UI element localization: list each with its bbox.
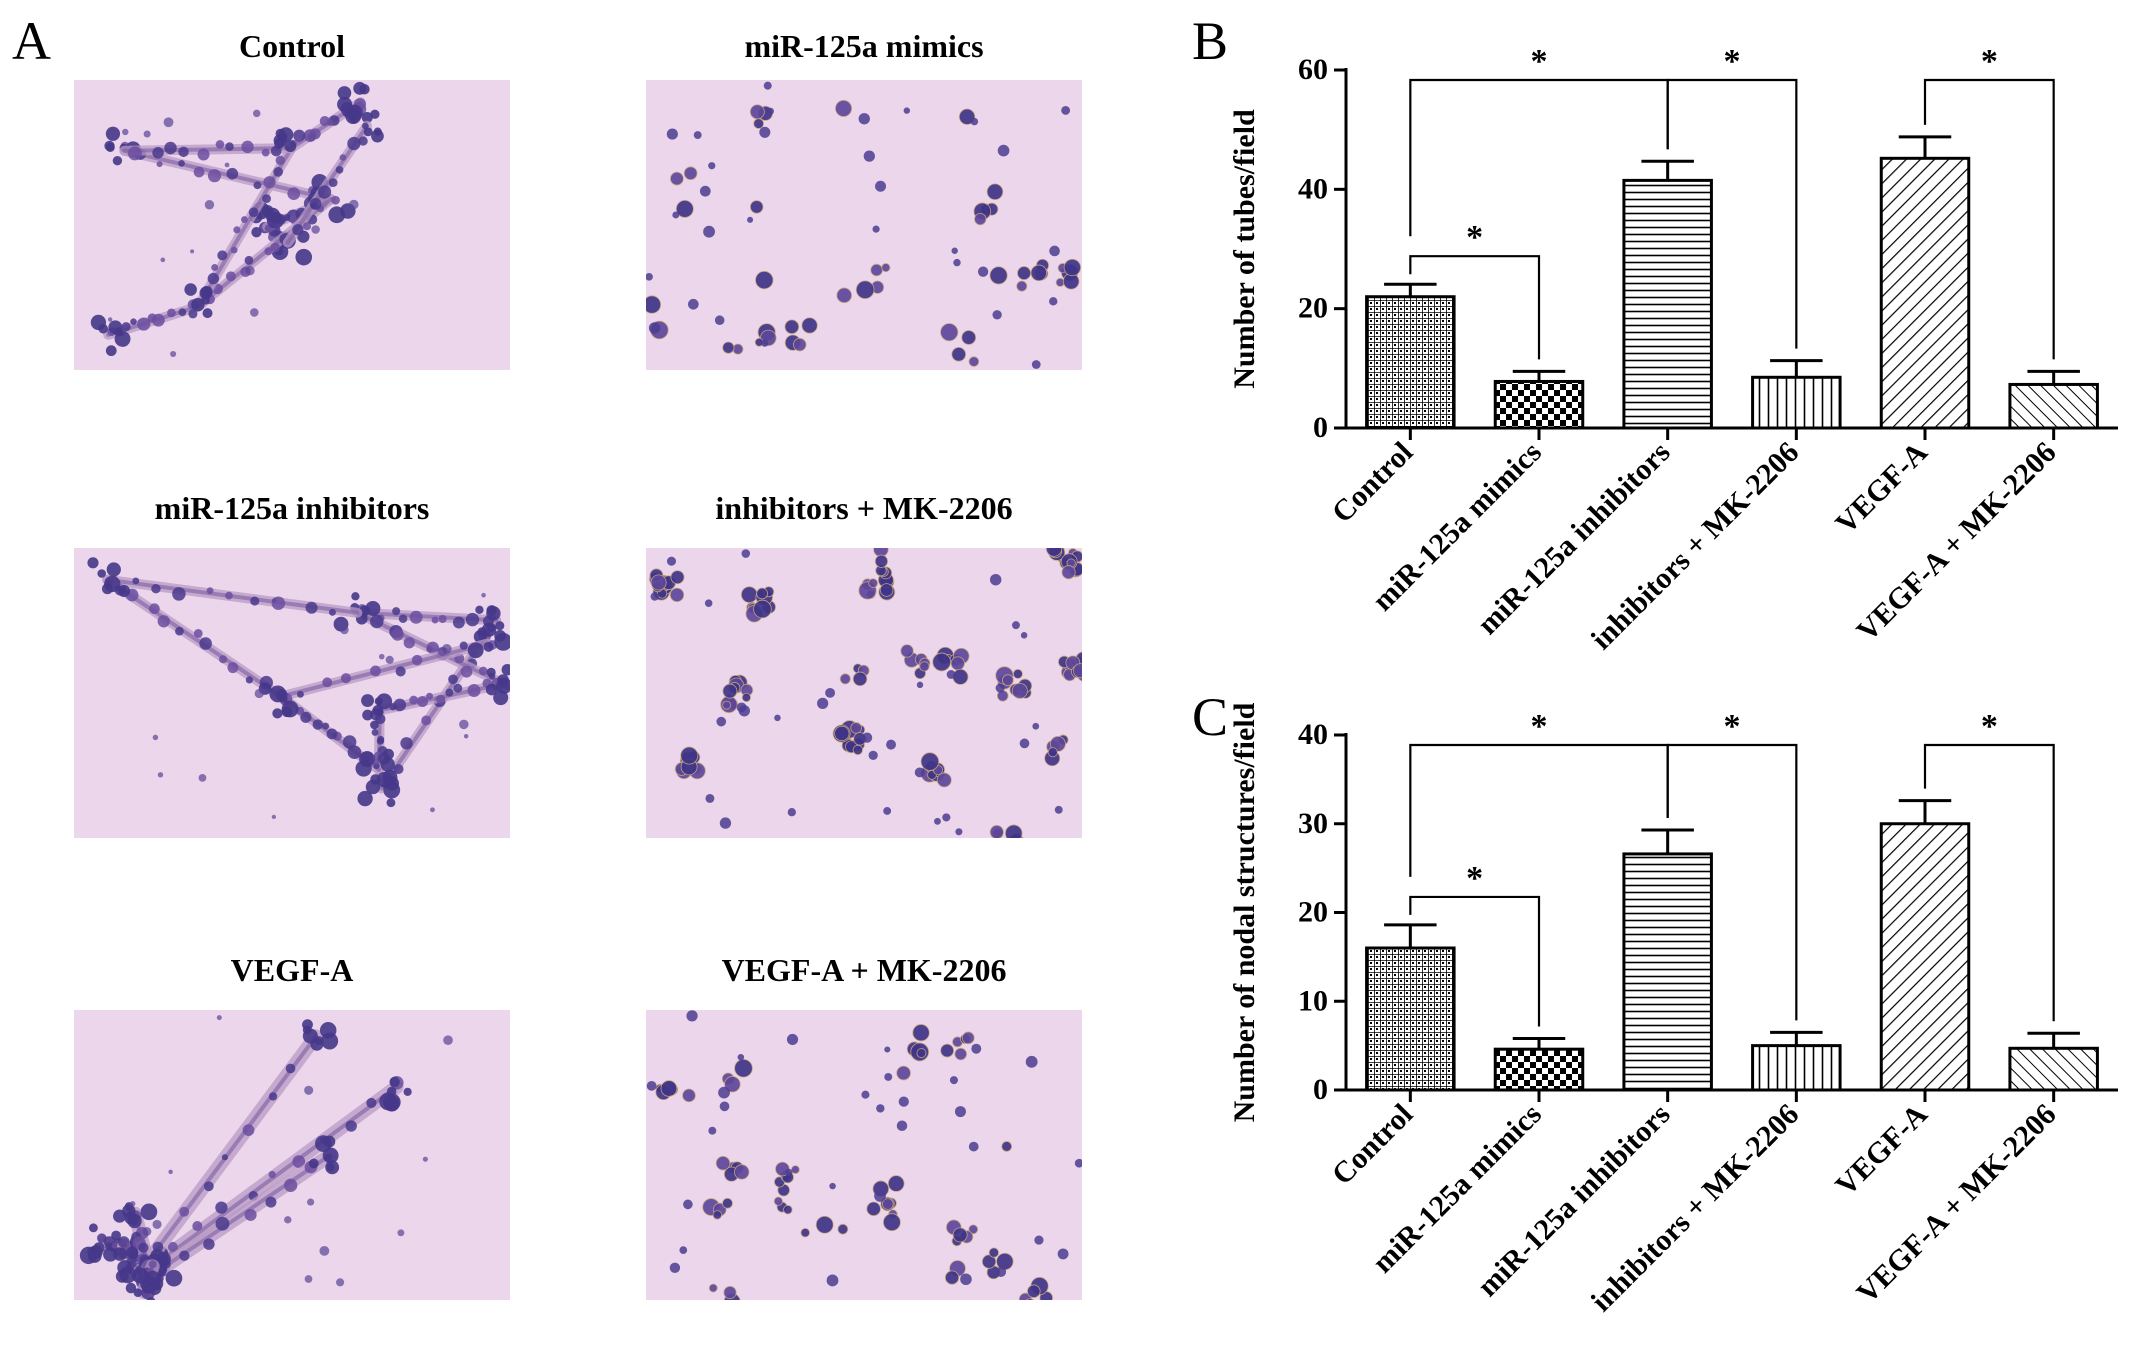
panel-c-letter: C (1192, 687, 1229, 747)
bar (1751, 1044, 1842, 1092)
significance-bracket (1409, 255, 1541, 360)
micrograph-title: miR-125a mimics (744, 28, 984, 64)
y-tick-label: 20 (1298, 292, 1328, 325)
panel-a-letter: A (12, 11, 51, 71)
panel-b-letter: B (1192, 11, 1229, 71)
y-tick-label: 0 (1313, 411, 1328, 444)
micrograph-title: miR-125a inhibitors (154, 490, 430, 526)
micrograph-image (646, 1010, 1082, 1300)
bar (1365, 946, 1456, 1092)
micrograph-image (74, 80, 510, 370)
bar (2008, 1046, 2099, 1092)
significance-bracket (1666, 78, 1798, 349)
bar (1493, 379, 1585, 430)
x-category-label: VEGF-A + MK-2206 (1850, 436, 2062, 648)
micrograph-image (646, 80, 1082, 370)
x-category-label: Control (1326, 1098, 1420, 1192)
significance-star: * (1724, 708, 1741, 745)
bar (1622, 852, 1713, 1092)
bar (1751, 375, 1842, 430)
bar (1365, 295, 1456, 430)
significance-bracket (1409, 78, 1669, 237)
significance-star: * (1531, 43, 1548, 80)
y-tick-label: 40 (1298, 718, 1328, 751)
significance-star: * (1981, 43, 1998, 80)
micrograph-image (74, 548, 510, 838)
bar (1493, 1047, 1585, 1092)
bar (1622, 178, 1713, 430)
micrograph-title: VEGF-A + MK-2206 (721, 952, 1007, 988)
x-category-label: miR-125a mimics (1366, 436, 1548, 618)
micrograph-title: Control (238, 28, 346, 64)
x-category-label: miR-125a mimics (1366, 1098, 1548, 1280)
bar (1879, 156, 1971, 430)
significance-star: * (1466, 219, 1483, 256)
significance-star: * (1724, 43, 1741, 80)
significance-star: * (1531, 708, 1548, 745)
x-category-label: VEGF-A (1829, 1097, 1934, 1202)
x-category-label: Control (1326, 436, 1420, 530)
bar (1879, 822, 1971, 1092)
y-tick-label: 30 (1298, 807, 1328, 840)
y-tick-label: 10 (1298, 984, 1328, 1017)
micrograph-image (74, 1010, 510, 1300)
x-category-label: miR-125a inhibitors (1471, 1098, 1676, 1303)
micrograph-image (646, 548, 1082, 838)
y-axis-label: Number of nodal structures/field (1228, 702, 1261, 1122)
x-category-label: inhibitors + MK-2206 (1585, 436, 1805, 656)
y-tick-label: 0 (1313, 1073, 1328, 1106)
y-tick-label: 40 (1298, 172, 1328, 205)
significance-bracket (1409, 895, 1541, 1027)
significance-bracket (1409, 743, 1669, 877)
significance-bracket (1923, 78, 2055, 360)
x-category-label: miR-125a inhibitors (1471, 436, 1676, 641)
y-tick-label: 60 (1298, 53, 1328, 86)
x-category-label: VEGF-A + MK-2206 (1850, 1098, 2062, 1310)
micrograph-title: VEGF-A (230, 952, 354, 988)
x-category-label: VEGF-A (1829, 435, 1934, 540)
significance-bracket (1666, 743, 1798, 1021)
significance-star: * (1981, 708, 1998, 745)
micrograph-title: inhibitors + MK-2206 (715, 490, 1013, 526)
x-category-label: inhibitors + MK-2206 (1585, 1098, 1805, 1318)
y-axis-label: Number of tubes/field (1228, 109, 1261, 389)
significance-bracket (1923, 743, 2055, 1022)
bar (2008, 382, 2099, 430)
significance-star: * (1466, 860, 1483, 897)
y-tick-label: 20 (1298, 896, 1328, 929)
